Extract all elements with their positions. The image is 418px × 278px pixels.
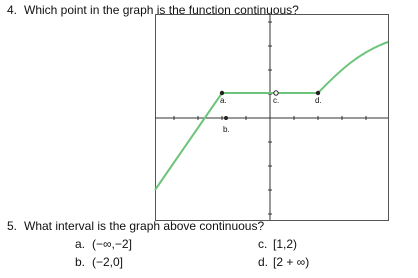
point-label: c. (273, 96, 279, 105)
option-text: [2 + ∞) (273, 255, 310, 269)
question-number: 4. (7, 3, 18, 17)
question-text: Which point in the graph is the function… (24, 3, 299, 17)
option-text: (−2,0] (92, 255, 124, 269)
point-label: b. (223, 125, 230, 134)
option-text: [1,2) (273, 237, 298, 251)
option-letter: a. (75, 237, 86, 251)
option-letter: c. (258, 237, 268, 251)
point-c (273, 90, 279, 96)
question-number: 5. (7, 219, 18, 233)
option-letter: b. (75, 255, 86, 269)
point-d (315, 90, 321, 96)
question-text: What interval is the graph above continu… (24, 219, 265, 233)
point-b (224, 116, 228, 120)
point-label: d. (315, 96, 322, 105)
point-a (219, 90, 225, 96)
point-label: a. (220, 96, 227, 105)
option-letter: d. (258, 255, 269, 269)
function-curve (154, 41, 389, 191)
option-text: (−∞,−2] (92, 237, 132, 251)
